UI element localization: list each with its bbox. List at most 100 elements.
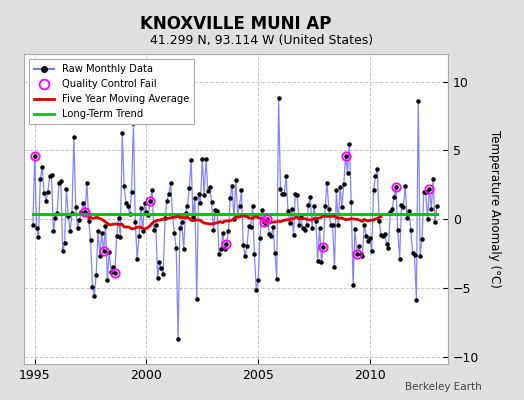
Point (208, 199, 216, 205)
Point (433, 202, 441, 209)
Point (111, 270, 119, 276)
Text: 41.299 N, 93.114 W (United States): 41.299 N, 93.114 W (United States) (150, 34, 374, 47)
Point (302, 221, 311, 228)
Point (418, 236, 426, 242)
Point (109, 264, 117, 270)
Y-axis label: Temperature Anomaly (°C): Temperature Anomaly (°C) (488, 130, 501, 288)
Point (57, 178, 65, 184)
Point (140, 200, 149, 206)
Point (42, 198, 50, 204)
Point (168, 212, 177, 219)
Point (300, 227, 309, 233)
Point (394, 227, 402, 233)
Point (172, 245, 180, 251)
Point (165, 191, 173, 197)
Point (191, 194, 199, 201)
Point (250, 251, 259, 257)
Point (396, 256, 404, 262)
Point (278, 191, 287, 198)
Point (131, 218, 139, 225)
Point (360, 222, 368, 228)
Point (315, 224, 324, 231)
Point (32, 225, 41, 231)
Point (226, 195, 234, 201)
Point (286, 220, 294, 226)
Point (338, 204, 346, 210)
Point (263, 216, 271, 222)
Point (213, 208, 221, 214)
Point (205, 184, 214, 190)
Point (293, 192, 301, 198)
Point (60, 240, 69, 246)
Point (38, 164, 47, 170)
Point (230, 216, 238, 222)
Point (151, 221, 160, 228)
Point (161, 214, 169, 221)
Point (325, 206, 333, 212)
Point (59, 248, 67, 255)
Point (185, 185, 193, 192)
Point (86, 237, 95, 244)
Point (390, 194, 398, 200)
Point (340, 180, 348, 187)
Point (258, 207, 266, 214)
Point (46, 173, 54, 180)
Point (261, 221, 270, 227)
Point (170, 230, 179, 236)
Point (183, 202, 192, 209)
Point (221, 245, 229, 252)
Point (34, 234, 42, 240)
Point (330, 264, 339, 270)
Point (321, 203, 330, 210)
Point (155, 259, 163, 265)
Point (92, 272, 101, 278)
Point (326, 222, 335, 228)
Point (241, 253, 249, 259)
Point (397, 202, 406, 208)
Point (122, 200, 130, 206)
Point (362, 232, 370, 239)
Point (254, 277, 263, 283)
Point (176, 224, 184, 231)
Point (120, 183, 128, 189)
Point (407, 227, 415, 233)
Point (416, 253, 424, 259)
Point (421, 189, 430, 196)
Point (137, 205, 145, 212)
Point (129, 120, 138, 126)
Point (283, 208, 292, 214)
Point (105, 248, 113, 255)
Point (97, 230, 106, 236)
Point (71, 204, 80, 210)
Point (265, 231, 274, 237)
Point (234, 212, 242, 218)
Point (150, 226, 158, 233)
Point (310, 202, 318, 209)
Point (135, 233, 143, 240)
Point (174, 336, 182, 342)
Point (384, 245, 392, 252)
Point (126, 210, 134, 217)
Point (204, 188, 212, 195)
Point (256, 235, 264, 241)
Point (127, 189, 136, 195)
Point (282, 173, 290, 179)
Point (248, 203, 257, 210)
Point (209, 227, 217, 233)
Point (351, 226, 359, 232)
Point (425, 186, 433, 192)
Point (354, 243, 363, 250)
Point (29, 222, 37, 228)
Point (399, 204, 408, 210)
Text: Berkeley Earth: Berkeley Earth (406, 382, 482, 392)
Point (200, 192, 209, 198)
Point (90, 292, 99, 299)
Point (388, 206, 396, 212)
Point (79, 200, 88, 206)
Point (342, 153, 350, 159)
Point (237, 187, 246, 194)
Point (429, 176, 438, 183)
Point (383, 241, 391, 247)
Point (178, 219, 186, 225)
Point (73, 225, 82, 231)
